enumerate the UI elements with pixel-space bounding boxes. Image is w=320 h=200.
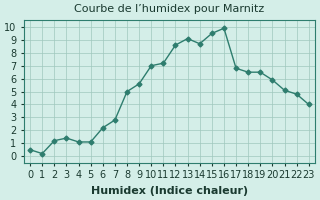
X-axis label: Humidex (Indice chaleur): Humidex (Indice chaleur) [91, 186, 248, 196]
Title: Courbe de l’humidex pour Marnitz: Courbe de l’humidex pour Marnitz [74, 4, 265, 14]
